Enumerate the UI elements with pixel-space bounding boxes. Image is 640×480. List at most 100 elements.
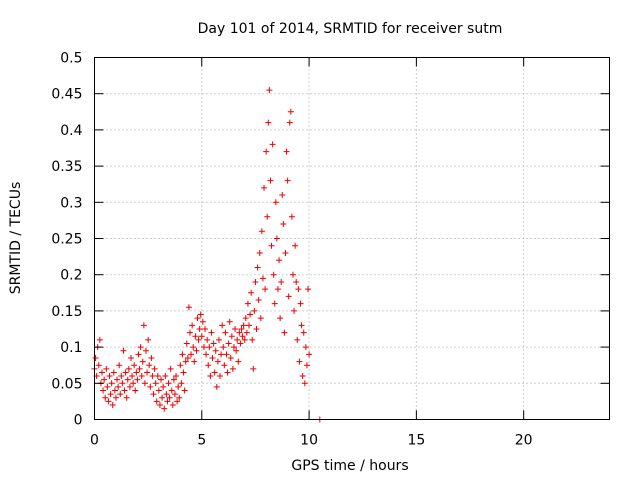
data-point: [299, 373, 306, 380]
data-point: [223, 351, 230, 358]
data-point: [251, 307, 258, 314]
data-point: [292, 242, 299, 249]
data-point: [222, 329, 229, 336]
data-point: [186, 329, 193, 336]
data-point: [103, 365, 110, 372]
data-point: [224, 369, 231, 376]
data-point: [125, 365, 132, 372]
data-point: [217, 373, 224, 380]
data-point: [183, 340, 190, 347]
data-point: [226, 318, 233, 325]
data-point: [158, 376, 165, 383]
data-point: [221, 362, 228, 369]
data-point: [208, 329, 215, 336]
data-point: [118, 373, 125, 380]
data-point: [246, 322, 252, 329]
data-point: [188, 351, 195, 358]
data-point: [111, 387, 118, 394]
data-point: [108, 380, 115, 387]
data-point: [136, 365, 143, 372]
data-point: [252, 278, 259, 285]
data-point: [289, 271, 296, 278]
data-point: [96, 336, 103, 343]
data-point: [283, 148, 290, 155]
data-point: [196, 326, 203, 332]
y-tick-label: 0.1: [60, 340, 82, 356]
data-point: [265, 119, 272, 126]
y-tick-label: 0.3: [60, 195, 82, 211]
data-point: [235, 358, 242, 365]
data-point: [181, 387, 188, 394]
data-point: [287, 108, 294, 115]
data-point: [225, 340, 232, 347]
data-point: [238, 326, 245, 332]
grid-lines: [94, 57, 610, 420]
data-point: [272, 199, 279, 206]
data-point: [261, 184, 268, 191]
data-point: [104, 383, 111, 390]
data-point: [182, 358, 189, 365]
data-point: [185, 304, 192, 311]
data-point: [202, 326, 209, 332]
data-point: [282, 249, 289, 256]
data-point: [131, 362, 138, 369]
data-point: [155, 387, 162, 394]
data-point: [175, 383, 182, 390]
data-point: [213, 383, 220, 390]
data-point: [99, 369, 106, 376]
data-point: [203, 351, 210, 358]
data-point: [112, 394, 119, 401]
data-point: [262, 286, 269, 293]
data-point: [171, 391, 178, 398]
data-point: [220, 344, 227, 351]
data-point: [253, 326, 260, 332]
data-point: [178, 380, 185, 387]
data-point: [144, 369, 151, 376]
data-point: [169, 402, 176, 409]
data-point: [230, 344, 237, 351]
data-point: [204, 336, 211, 343]
data-point: [190, 344, 197, 351]
data-point: [250, 365, 257, 372]
data-point: [194, 315, 201, 322]
data-point: [162, 373, 169, 380]
data-point: [164, 398, 171, 405]
y-tick-label: 0.4: [60, 123, 82, 139]
data-point: [247, 311, 254, 318]
data-point: [197, 311, 204, 318]
data-point: [151, 365, 158, 372]
data-point: [116, 362, 123, 369]
data-point: [200, 344, 207, 351]
data-point: [302, 344, 309, 351]
data-point: [147, 383, 154, 390]
data-point: [124, 376, 131, 383]
data-point: [214, 358, 221, 365]
axis-ticks: [94, 57, 610, 420]
data-point: [241, 336, 248, 343]
data-point: [237, 340, 244, 347]
data-point: [207, 373, 214, 380]
y-tick-label: 0.05: [51, 376, 82, 392]
data-point: [259, 275, 266, 282]
data-point: [291, 307, 298, 314]
data-point: [305, 286, 312, 293]
data-point: [198, 333, 205, 340]
data-point: [218, 351, 225, 358]
data-point: [263, 148, 270, 155]
y-tick-label: 0.25: [51, 232, 82, 248]
data-point: [293, 278, 300, 285]
data-point: [130, 380, 137, 387]
data-point: [227, 354, 234, 361]
data-point: [271, 300, 278, 307]
data-point: [212, 347, 219, 354]
data-point: [110, 369, 117, 376]
data-point: [102, 394, 109, 401]
data-point: [177, 362, 184, 369]
data-point: [211, 369, 218, 376]
data-point: [160, 383, 167, 390]
data-point: [298, 322, 305, 329]
data-point: [244, 300, 251, 307]
x-tick-label: 10: [300, 433, 318, 449]
